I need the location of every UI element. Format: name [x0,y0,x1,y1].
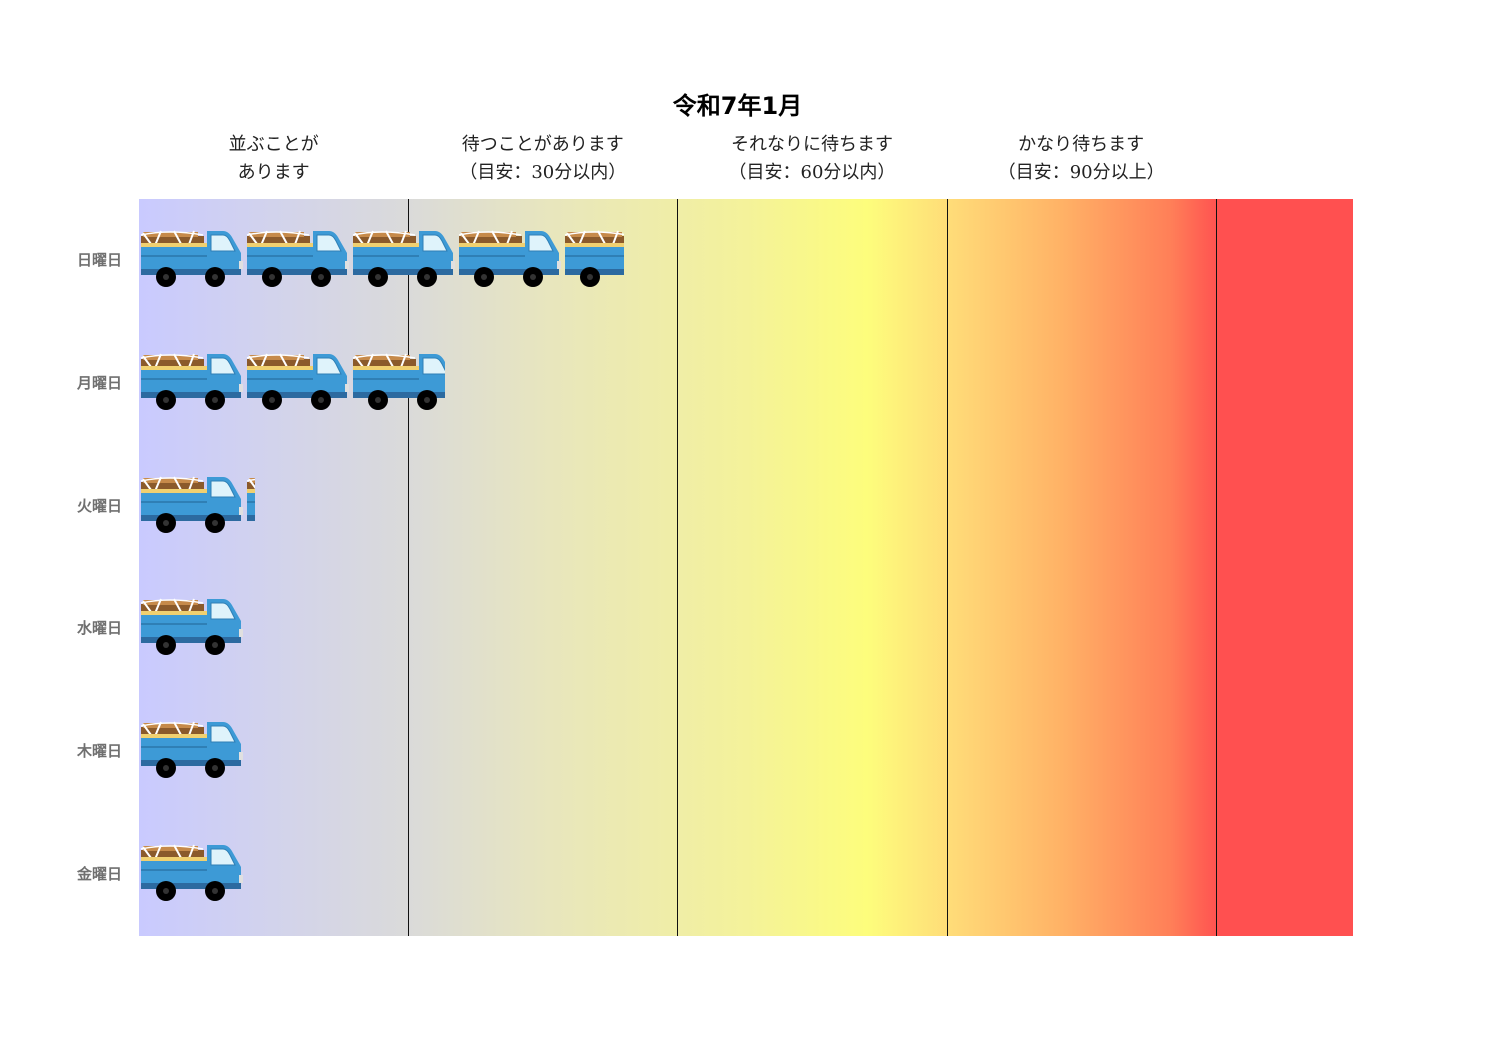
dump-truck-icon [140,598,243,656]
dump-truck-icon [246,353,349,410]
truck-mark [139,471,245,539]
bar-6 [139,839,245,907]
band-header-3: それなりに待ちます （目安：60分以内） [682,131,942,187]
day-label: 木曜日 [76,742,122,761]
band-header-line: （目安：30分以内） [459,162,627,183]
bar-3 [139,471,255,539]
plot-area [139,199,1353,936]
dump-truck-icon [458,230,561,287]
band-header-line: 並ぶことが [228,134,319,155]
day-label: 水曜日 [76,619,122,638]
band-header-4: かなり待ちます （目安：90分以上） [951,131,1211,187]
dump-truck-icon [140,476,243,533]
day-label: 日曜日 [76,251,122,269]
bar-1 [139,225,624,293]
dump-truck-icon [352,353,445,410]
day-label: 火曜日 [76,496,122,515]
truck-mark [563,225,624,293]
band-divider-3 [946,199,948,936]
truck-mark [351,225,457,293]
band-divider-1 [408,199,410,936]
truck-mark [245,471,255,539]
band-header-2: 待つことがあります （目安：30分以内） [413,131,673,187]
band-header-line: かなり待ちます [1018,134,1145,155]
dump-truck-icon [352,230,455,287]
chart-title: 令和7年1月 [672,92,803,120]
truck-mark [139,348,245,416]
truck-mark [139,839,245,907]
dump-truck-icon [140,721,243,779]
band-header-line: それなりに待ちます [730,134,893,155]
truck-mark [139,716,245,784]
band-header-line: （目安：60分以内） [728,162,896,183]
band-divider-4 [1215,199,1217,936]
bar-4 [139,593,245,661]
band-header-line: （目安：90分以上） [997,162,1165,183]
dump-truck-icon [140,230,243,287]
truck-mark [245,348,351,416]
band-divider-2 [677,199,679,936]
truck-mark [245,225,351,293]
truck-mark [351,348,445,416]
dump-truck-icon [564,230,624,287]
band-header-line: あります [237,162,310,183]
dump-truck-icon [246,477,255,521]
day-label: 月曜日 [76,373,122,392]
dump-truck-icon [140,844,243,901]
dump-truck-icon [246,230,349,287]
dump-truck-icon [140,353,243,410]
band-header-1: 並ぶことが あります [144,131,404,187]
bar-5 [139,716,245,784]
truck-mark [457,225,563,293]
bar-2 [139,348,445,416]
day-label: 金曜日 [76,865,122,883]
truck-mark [139,225,245,293]
band-header-line: 待つことがあります [461,134,624,155]
truck-mark [139,593,245,661]
